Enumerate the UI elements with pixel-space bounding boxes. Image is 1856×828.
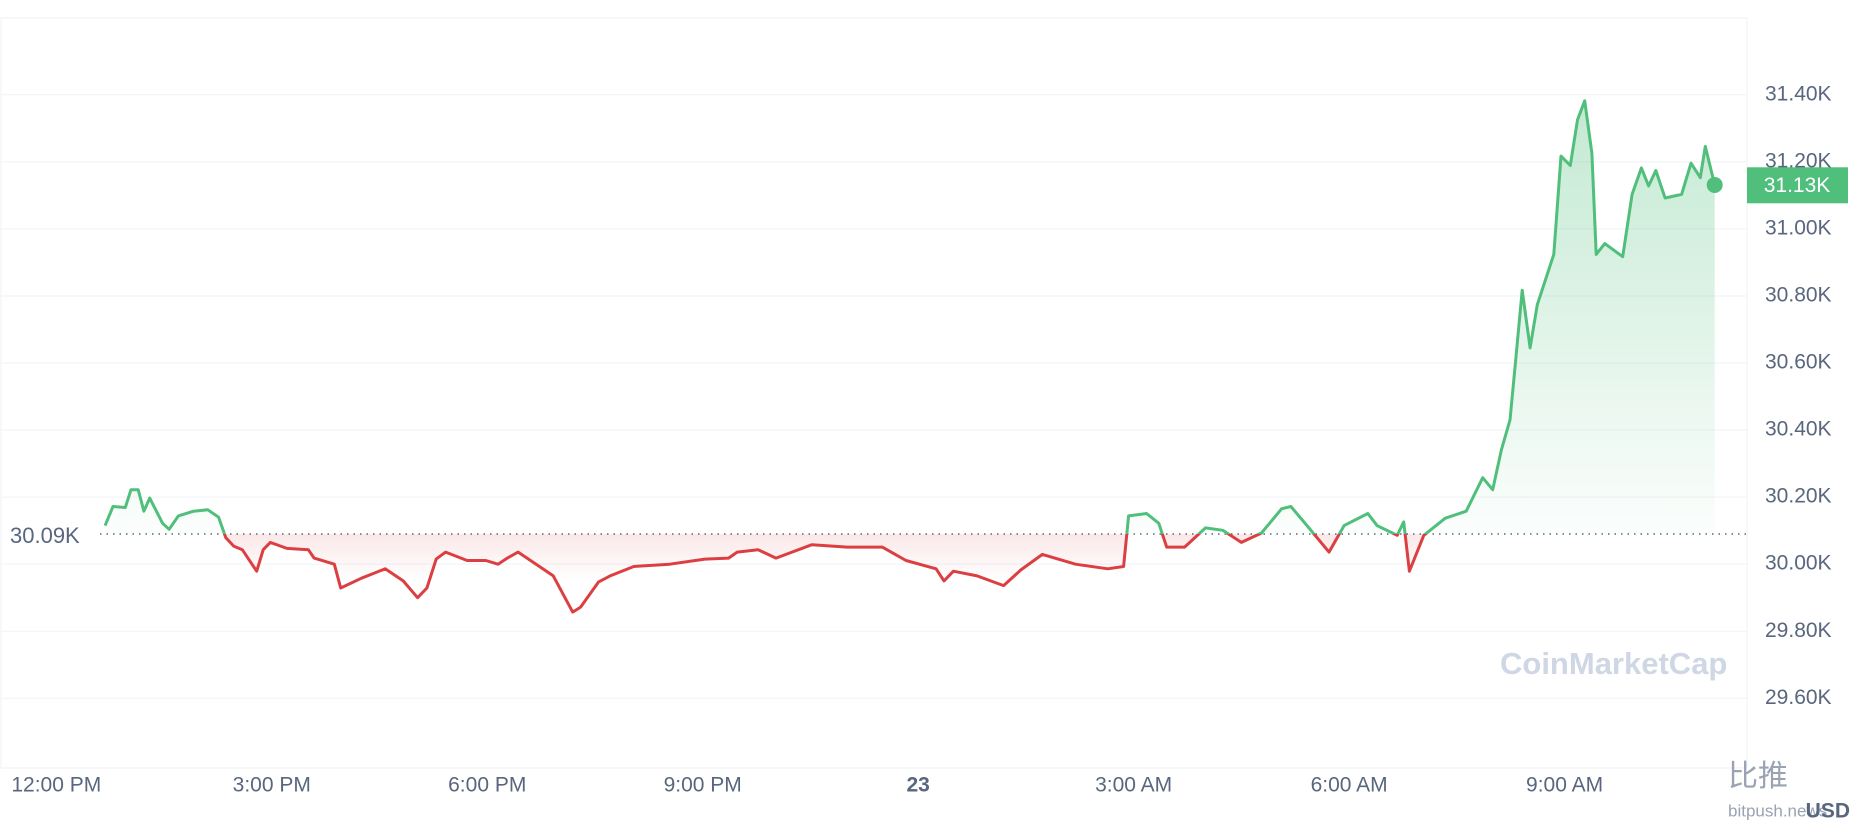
price-area — [105, 100, 1715, 613]
x-tick-label: 6:00 AM — [1311, 774, 1388, 797]
y-tick-label: 31.00K — [1765, 216, 1832, 239]
x-tick-label: 6:00 PM — [448, 774, 526, 797]
x-tick-label: 9:00 AM — [1526, 774, 1603, 797]
y-tick-label: 31.20K — [1765, 149, 1832, 172]
price-tag — [1747, 167, 1848, 204]
y-tick-label: 29.60K — [1765, 686, 1832, 709]
x-tick-label: 12:00 PM — [11, 774, 101, 797]
plot-frame — [0, 17, 1748, 769]
last-point — [1706, 176, 1723, 193]
watermark: CoinMarketCap — [1500, 646, 1727, 681]
y-tick-label: 31.40K — [1765, 82, 1832, 105]
price-line — [103, 99, 1717, 614]
x-tick-label: 3:00 PM — [233, 774, 311, 797]
currency-label: USD — [1806, 800, 1850, 823]
price-tag-label: 31.13K — [1764, 174, 1831, 197]
watermark: bitpush.news — [1728, 801, 1827, 820]
y-tick-label: 30.00K — [1765, 552, 1832, 575]
baseline-label: 30.09K — [10, 523, 80, 548]
y-tick-label: 30.60K — [1765, 351, 1832, 374]
y-tick-label: 30.80K — [1765, 283, 1832, 306]
x-tick-label: 23 — [906, 774, 929, 797]
watermark: 比推 — [1728, 760, 1788, 793]
x-tick-label: 9:00 PM — [664, 774, 742, 797]
x-tick-label: 3:00 AM — [1095, 774, 1172, 797]
y-tick-label: 30.40K — [1765, 418, 1832, 441]
y-tick-label: 30.20K — [1765, 485, 1832, 508]
y-tick-label: 29.80K — [1765, 619, 1832, 642]
